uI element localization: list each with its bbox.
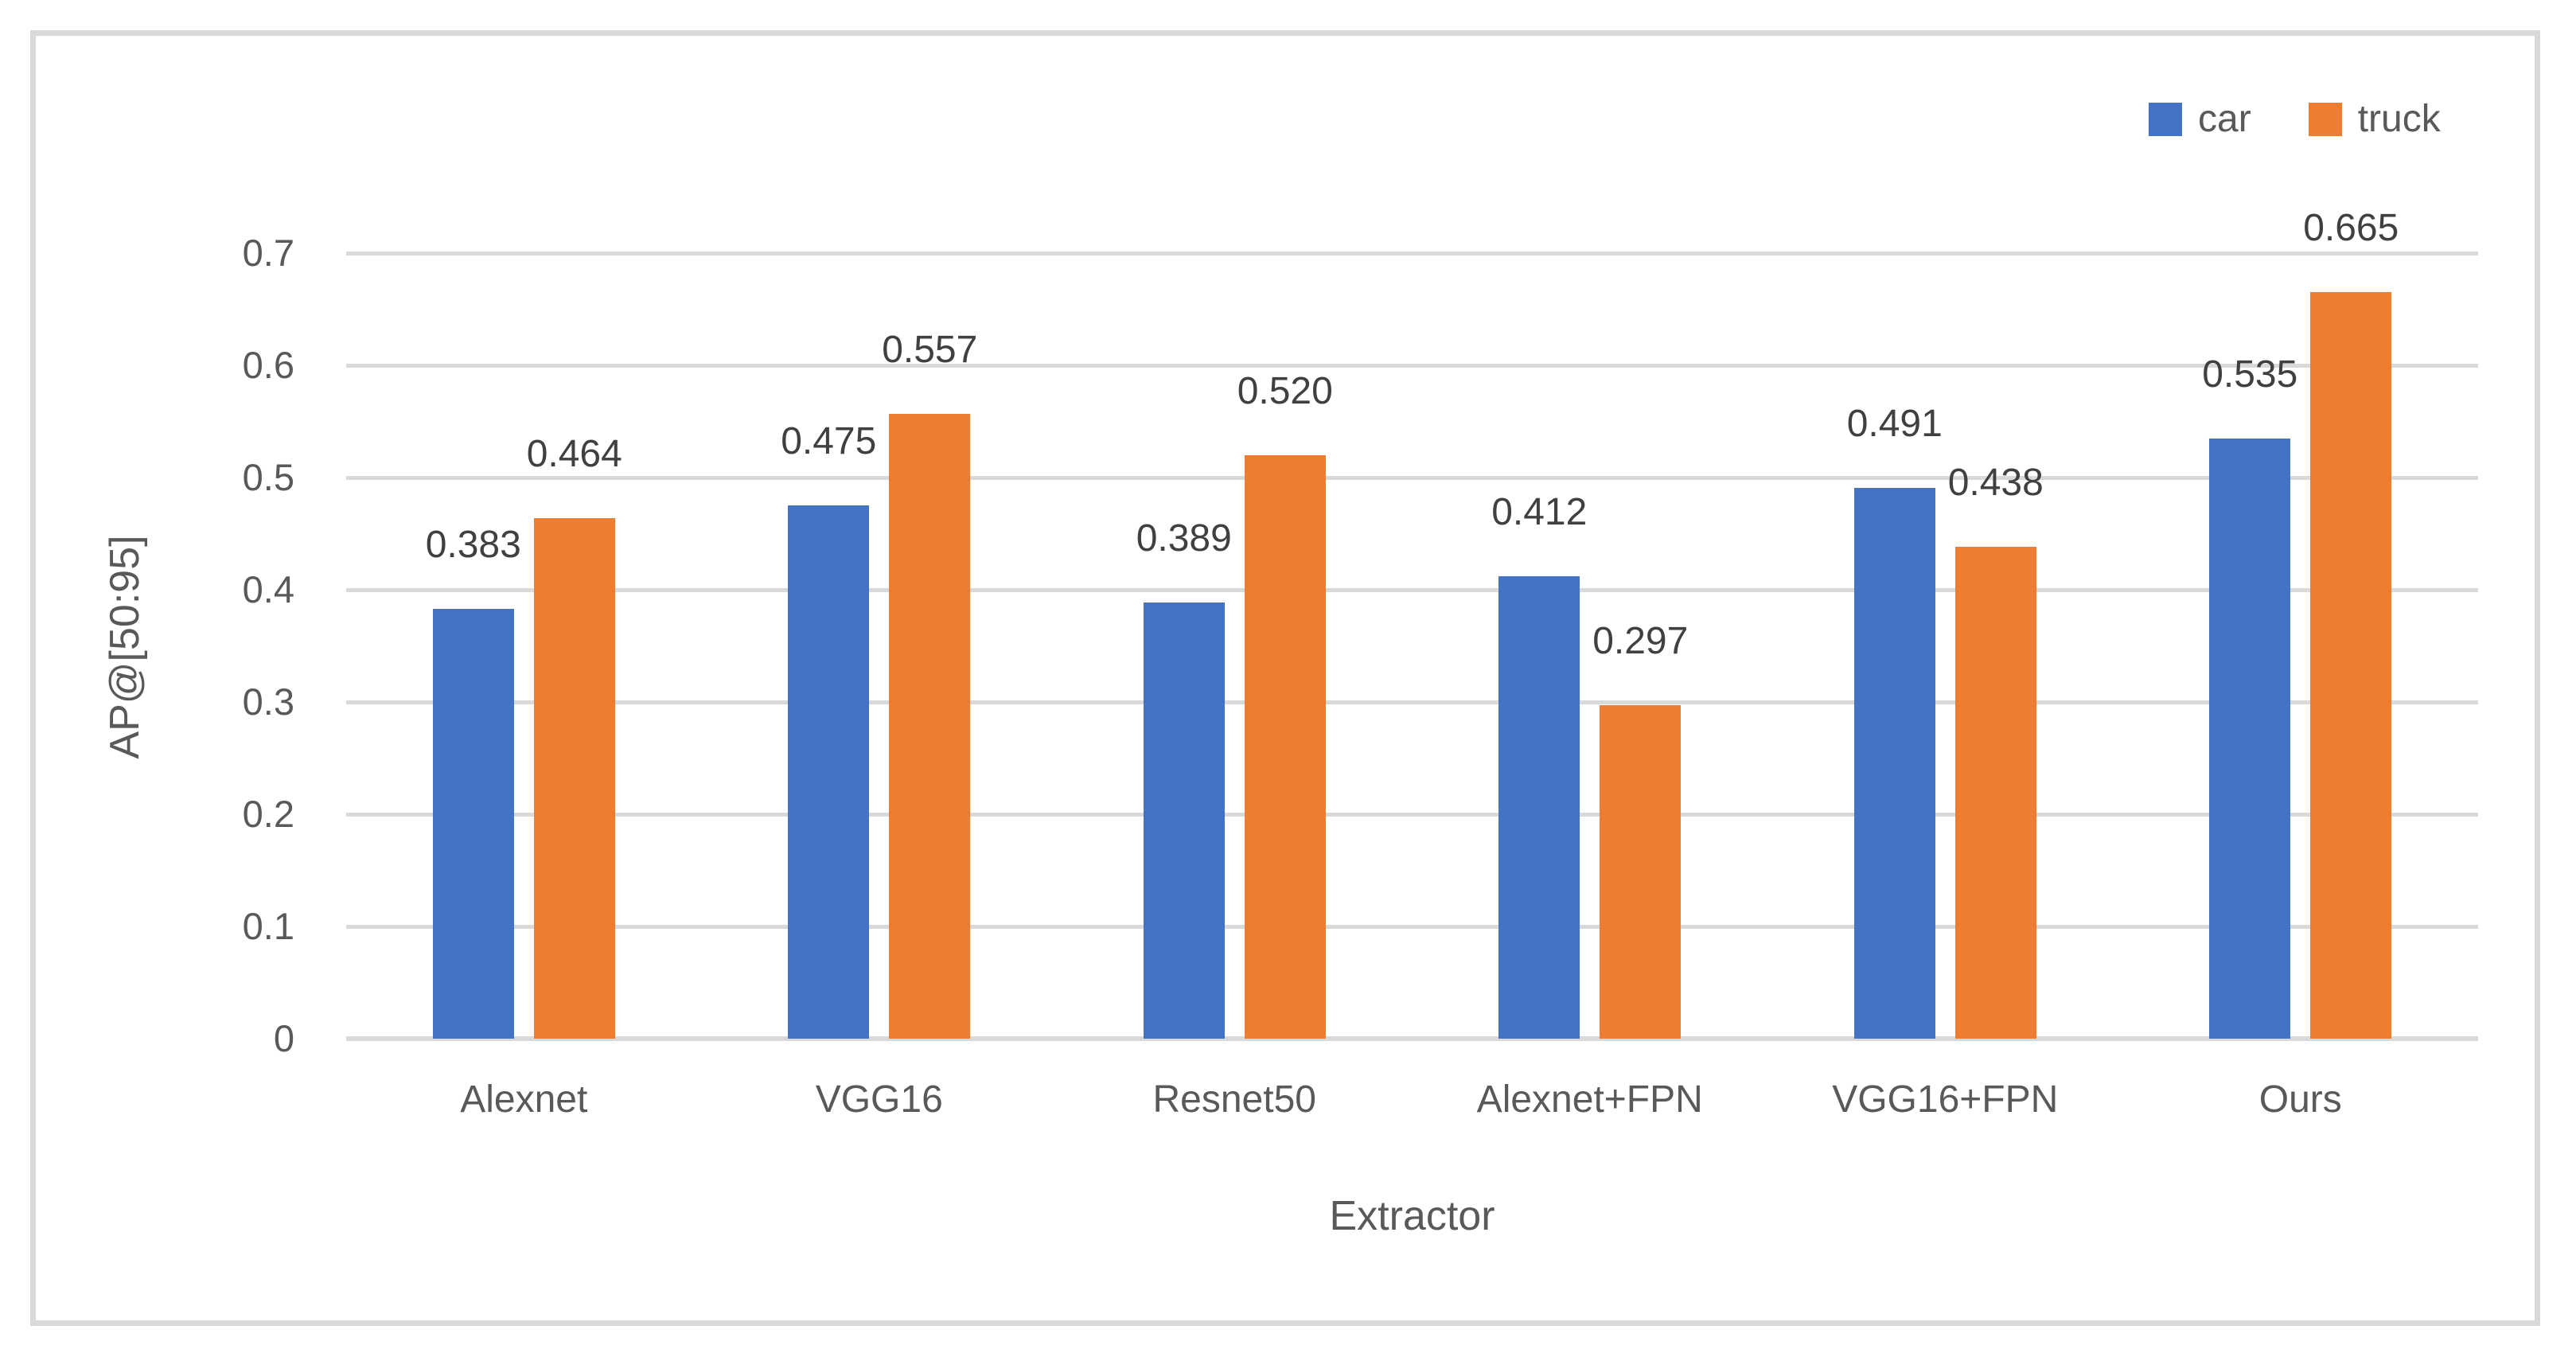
bar-value-label-car-Ours: 0.535 bbox=[2202, 353, 2298, 396]
bar-car-Resnet50 bbox=[1143, 602, 1225, 1039]
y-tick-label: 0.5 bbox=[242, 456, 294, 498]
y-tick-label: 0 bbox=[273, 1017, 294, 1059]
bar-truck-VGG16 bbox=[889, 413, 971, 1039]
y-axis-title: AP@[50:95] bbox=[102, 535, 148, 759]
y-tick-label: 0.4 bbox=[242, 568, 294, 610]
gridline bbox=[346, 700, 2478, 704]
bar-value-label-car-Alexnet: 0.383 bbox=[425, 523, 521, 566]
gridline bbox=[346, 252, 2478, 255]
legend-item-car: car bbox=[2149, 100, 2251, 138]
bar-car-VGG16 bbox=[788, 505, 870, 1039]
x-axis-title: Extractor bbox=[1329, 1193, 1495, 1239]
y-tick-label: 0.2 bbox=[242, 793, 294, 835]
bar-value-label-car-Resnet50: 0.389 bbox=[1136, 517, 1232, 560]
gridline bbox=[346, 925, 2478, 929]
bar-truck-VGG16+FPN bbox=[1954, 547, 2036, 1039]
y-tick-label: 0.1 bbox=[242, 905, 294, 947]
bar-truck-Alexnet bbox=[533, 517, 615, 1039]
bar-value-label-truck-Alexnet+FPN: 0.297 bbox=[1592, 620, 1689, 663]
legend: car truck bbox=[2149, 100, 2441, 138]
bar-value-label-car-Alexnet+FPN: 0.412 bbox=[1491, 491, 1588, 534]
legend-item-truck: truck bbox=[2308, 98, 2441, 140]
bar-value-label-truck-VGG16+FPN: 0.438 bbox=[1947, 462, 2044, 505]
bar-value-label-truck-Resnet50: 0.520 bbox=[1237, 369, 1333, 412]
bar-truck-Ours bbox=[2310, 292, 2392, 1039]
bar-value-label-truck-VGG16: 0.557 bbox=[882, 328, 978, 371]
bar-car-Ours bbox=[2209, 438, 2291, 1039]
legend-swatch-truck-icon bbox=[2308, 103, 2342, 136]
y-tick-label: 0.7 bbox=[242, 232, 294, 274]
bar-value-label-car-VGG16: 0.475 bbox=[781, 420, 877, 463]
bar-value-label-truck-Alexnet: 0.464 bbox=[526, 432, 622, 475]
gridline bbox=[346, 588, 2478, 592]
gridline bbox=[346, 476, 2478, 480]
bar-value-label-car-VGG16+FPN: 0.491 bbox=[1846, 402, 1943, 445]
category-label-Ours: Ours bbox=[2258, 1078, 2342, 1121]
category-label-VGG16: VGG16 bbox=[815, 1078, 943, 1121]
bar-car-Alexnet+FPN bbox=[1498, 576, 1580, 1039]
y-tick-label: 0.6 bbox=[242, 344, 294, 386]
bar-car-Alexnet bbox=[432, 608, 514, 1039]
category-label-VGG16+FPN: VGG16+FPN bbox=[1832, 1078, 2059, 1121]
bar-truck-Alexnet+FPN bbox=[1600, 705, 1682, 1039]
chart-outer-border bbox=[30, 30, 2540, 1326]
category-label-Alexnet+FPN: Alexnet+FPN bbox=[1476, 1078, 1703, 1121]
x-axis-line bbox=[346, 1036, 2478, 1041]
legend-label-car: car bbox=[2198, 98, 2251, 140]
category-label-Resnet50: Resnet50 bbox=[1152, 1078, 1316, 1121]
bar-truck-Resnet50 bbox=[1244, 454, 1326, 1039]
category-label-Alexnet: Alexnet bbox=[460, 1078, 588, 1121]
gridline bbox=[346, 813, 2478, 817]
bar-car-VGG16+FPN bbox=[1853, 487, 1935, 1039]
bar-value-label-truck-Ours: 0.665 bbox=[2303, 207, 2399, 250]
y-tick-label: 0.3 bbox=[242, 680, 294, 723]
gridline bbox=[346, 364, 2478, 368]
legend-swatch-car-icon bbox=[2149, 103, 2182, 136]
legend-label-truck: truck bbox=[2357, 98, 2441, 140]
